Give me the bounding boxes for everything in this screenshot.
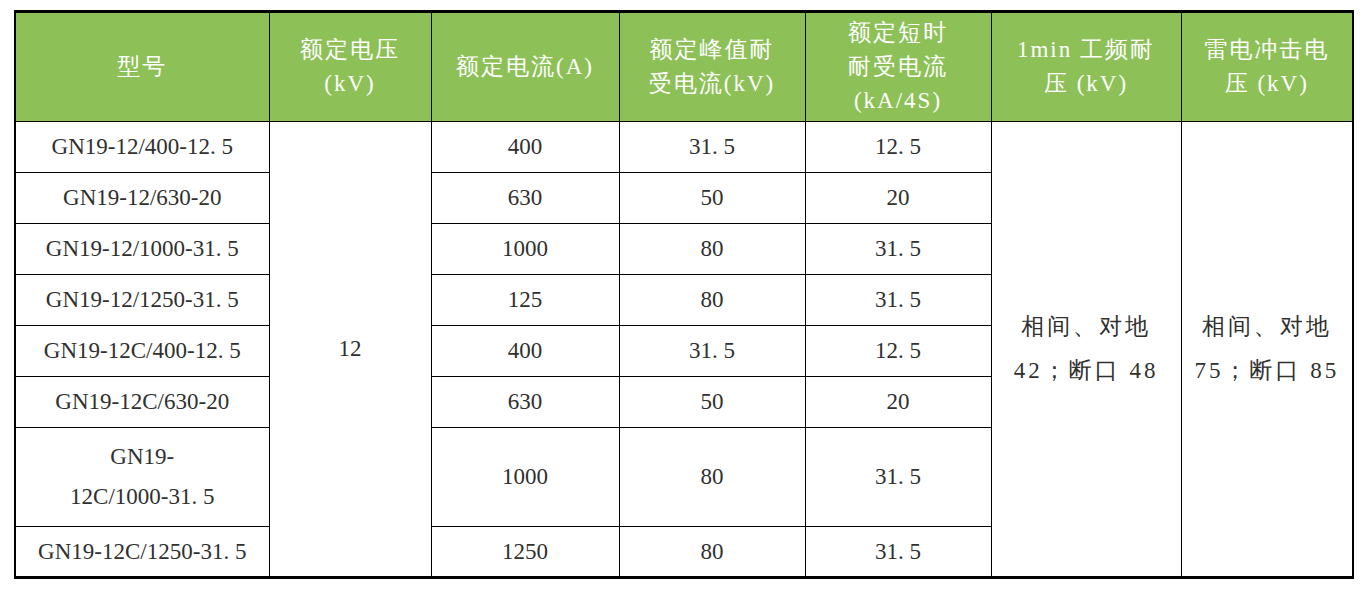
col-header-model: 型号 <box>15 12 269 122</box>
col-header-peak-withstand-current: 额定峰值耐 受电流(kV) <box>619 12 805 122</box>
peak-current-cell: 80 <box>619 428 805 527</box>
table-row: GN19-12/400-12. 5 12 400 31. 5 12. 5 相间、… <box>15 122 1353 173</box>
rated-voltage-merged-cell: 12 <box>269 122 431 578</box>
peak-current-cell: 80 <box>619 224 805 275</box>
model-cell: GN19-12/1250-31. 5 <box>15 275 269 326</box>
short-time-current-cell: 31. 5 <box>805 275 991 326</box>
rated-current-cell: 1000 <box>431 428 619 527</box>
rated-current-cell: 630 <box>431 377 619 428</box>
header-row: 型号 额定电压 (kV) 额定电流(A) 额定峰值耐 受电流(kV) 额定短时 … <box>15 12 1353 122</box>
spec-table: 型号 额定电压 (kV) 额定电流(A) 额定峰值耐 受电流(kV) 额定短时 … <box>14 10 1354 579</box>
peak-current-cell: 80 <box>619 275 805 326</box>
short-time-current-cell: 20 <box>805 377 991 428</box>
rated-current-cell: 1000 <box>431 224 619 275</box>
model-cell: GN19-12/400-12. 5 <box>15 122 269 173</box>
rated-current-cell: 125 <box>431 275 619 326</box>
table-header: 型号 额定电压 (kV) 额定电流(A) 额定峰值耐 受电流(kV) 额定短时 … <box>15 12 1353 122</box>
page: 型号 额定电压 (kV) 额定电流(A) 额定峰值耐 受电流(kV) 额定短时 … <box>0 0 1366 588</box>
short-time-current-cell: 31. 5 <box>805 428 991 527</box>
peak-current-cell: 31. 5 <box>619 122 805 173</box>
model-cell: GN19-12C/630-20 <box>15 377 269 428</box>
short-time-current-cell: 12. 5 <box>805 122 991 173</box>
table-body: GN19-12/400-12. 5 12 400 31. 5 12. 5 相间、… <box>15 122 1353 578</box>
col-header-power-freq-withstand: 1min 工频耐 压 (kV) <box>991 12 1181 122</box>
rated-current-cell: 630 <box>431 173 619 224</box>
short-time-current-cell: 31. 5 <box>805 224 991 275</box>
rated-current-cell: 400 <box>431 122 619 173</box>
model-cell: GN19-12C/1250-31. 5 <box>15 527 269 578</box>
power-freq-withstand-merged-cell: 相间、对地 42；断口 48 <box>991 122 1181 578</box>
short-time-current-cell: 31. 5 <box>805 527 991 578</box>
model-cell: GN19-12/630-20 <box>15 173 269 224</box>
peak-current-cell: 50 <box>619 173 805 224</box>
model-cell: GN19-12C/400-12. 5 <box>15 326 269 377</box>
col-header-rated-voltage: 额定电压 (kV) <box>269 12 431 122</box>
model-cell: GN19- 12C/1000-31. 5 <box>15 428 269 527</box>
col-header-rated-current: 额定电流(A) <box>431 12 619 122</box>
peak-current-cell: 80 <box>619 527 805 578</box>
col-header-short-time-current: 额定短时 耐受电流 (kA/4S) <box>805 12 991 122</box>
model-cell: GN19-12/1000-31. 5 <box>15 224 269 275</box>
rated-current-cell: 400 <box>431 326 619 377</box>
lightning-impulse-merged-cell: 相间、对地 75；断口 85 <box>1181 122 1353 578</box>
col-header-lightning-impulse: 雷电冲击电 压 (kV) <box>1181 12 1353 122</box>
peak-current-cell: 31. 5 <box>619 326 805 377</box>
rated-current-cell: 1250 <box>431 527 619 578</box>
peak-current-cell: 50 <box>619 377 805 428</box>
short-time-current-cell: 20 <box>805 173 991 224</box>
short-time-current-cell: 12. 5 <box>805 326 991 377</box>
